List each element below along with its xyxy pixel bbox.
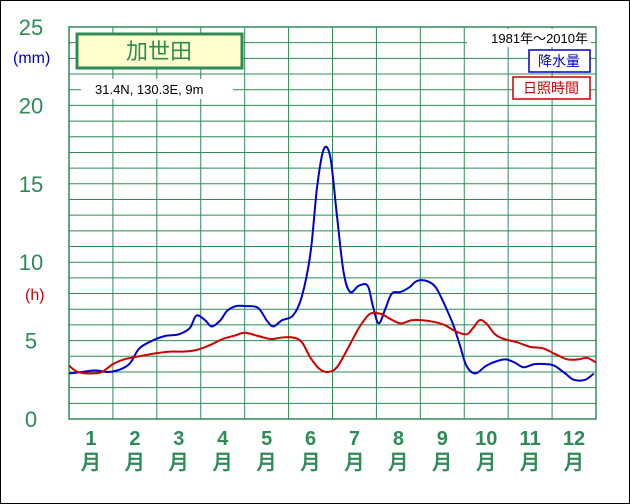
period-backdrop [467, 29, 591, 47]
y-tick-label: 0 [25, 407, 37, 432]
legend-sun-box [512, 76, 591, 100]
y-tick-label: 25 [19, 15, 43, 40]
x-tick-month-suffix: 月 [343, 452, 364, 474]
x-tick-month-suffix: 月 [168, 452, 189, 474]
x-tick-month-number: 6 [305, 428, 316, 450]
station-box [75, 32, 244, 70]
x-tick-month-number: 5 [261, 428, 272, 450]
legend-precip-label: 降水量 [538, 53, 580, 69]
location-text: 31.4N, 130.3E, 9m [95, 82, 203, 97]
legend-sun-label: 日照時間 [523, 80, 579, 96]
x-tick-month-suffix: 月 [431, 452, 452, 474]
x-tick-month-number: 1 [85, 428, 96, 450]
x-tick-month-number: 8 [393, 428, 404, 450]
period-text: 1981年～2010年 [491, 31, 588, 46]
y-tick-label: 5 [25, 329, 37, 354]
x-tick-month-suffix: 月 [475, 452, 496, 474]
x-tick-month-suffix: 月 [387, 452, 408, 474]
station-name: 加世田 [126, 39, 192, 64]
x-tick-month-number: 2 [129, 428, 140, 450]
x-tick-month-number: 12 [563, 428, 585, 450]
precipitation-line [68, 145, 595, 382]
location-backdrop [81, 79, 233, 99]
x-tick-month-number: 10 [475, 428, 497, 450]
legend-precip-box [528, 49, 591, 73]
y-tick-label: 10 [19, 250, 43, 275]
x-tick-month-number: 9 [437, 428, 448, 450]
x-tick-month-number: 3 [173, 428, 184, 450]
x-tick-month-suffix: 月 [256, 452, 277, 474]
sunshine-line [68, 311, 597, 375]
x-tick-month-suffix: 月 [563, 452, 584, 474]
x-tick-month-number: 11 [520, 428, 541, 450]
y-tick-labels: 0 5 10 15 20 25 [19, 15, 43, 432]
y-tick-label: 20 [19, 93, 43, 118]
x-tick-month-suffix: 月 [80, 452, 101, 474]
x-tick-month-suffix: 月 [519, 452, 540, 474]
precip-unit-label: (mm) [13, 50, 50, 67]
x-tick-month-suffix: 月 [300, 452, 321, 474]
x-tick-month-number: 4 [217, 428, 229, 450]
y-tick-label: 15 [19, 172, 43, 197]
x-tick-month-suffix: 月 [212, 452, 233, 474]
x-tick-month-number: 7 [349, 428, 360, 450]
sun-unit-label: (h) [25, 287, 45, 304]
series-lines [68, 145, 597, 382]
x-tick-month-suffix: 月 [124, 452, 145, 474]
